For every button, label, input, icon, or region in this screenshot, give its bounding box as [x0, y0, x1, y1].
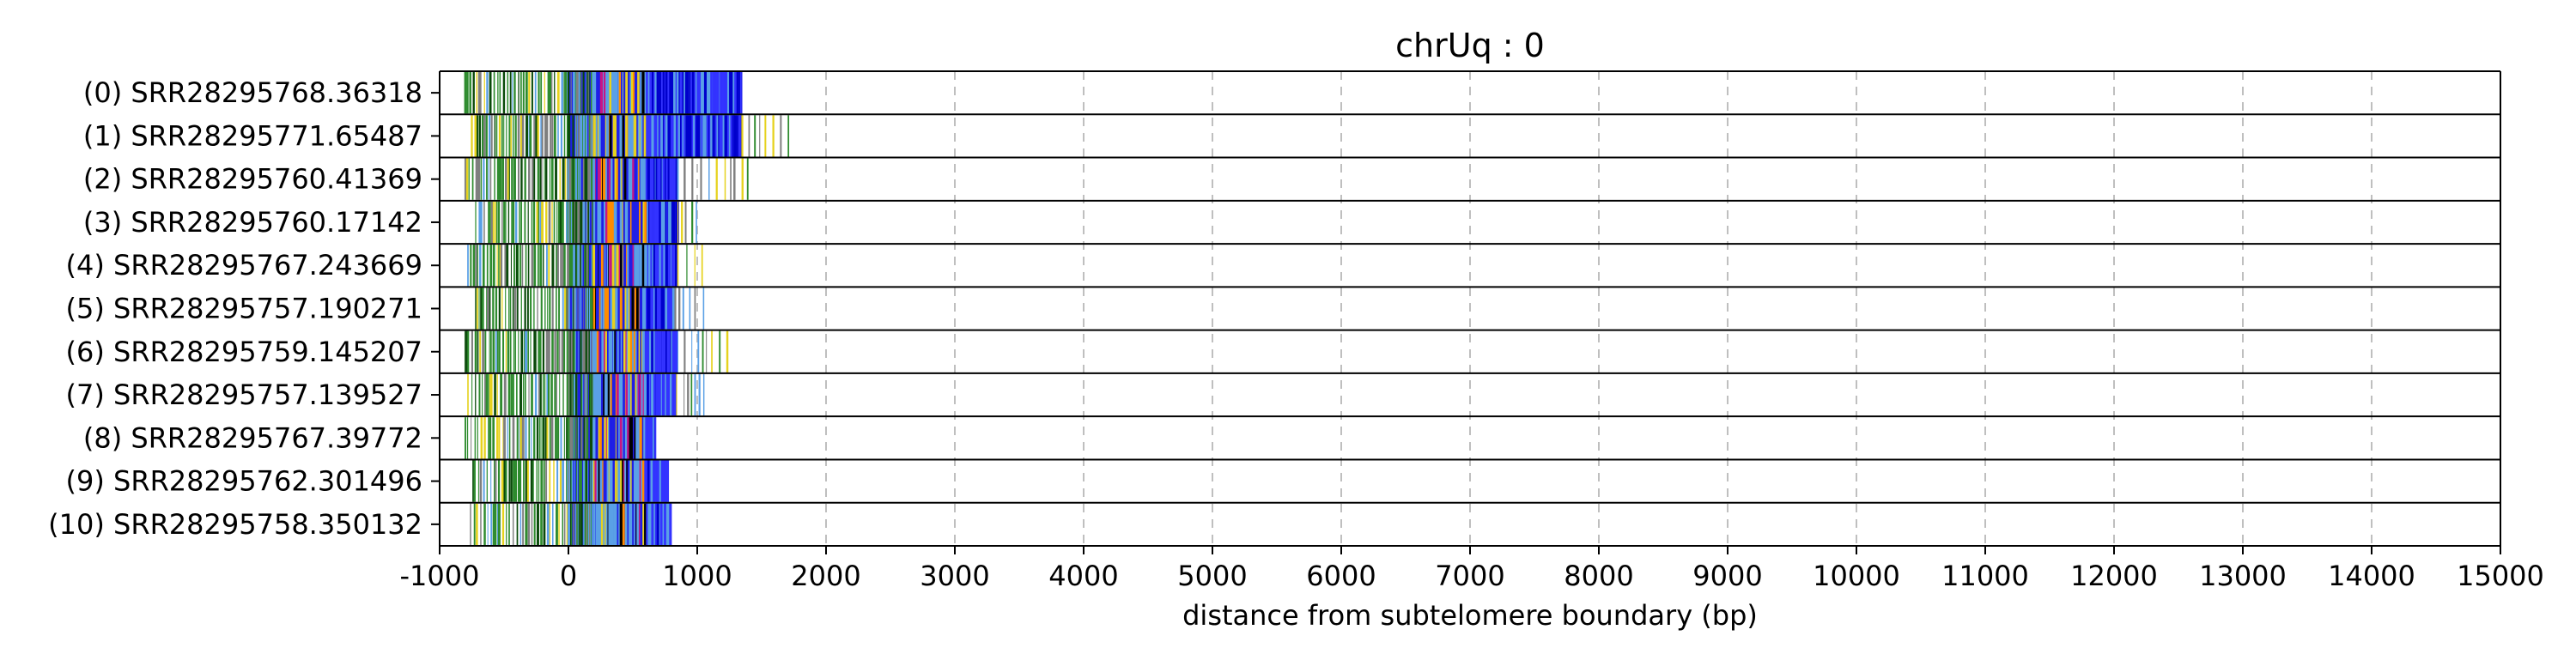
x-tick-label-0: -1000 — [400, 560, 480, 592]
read-label-7: (7) SRR28295757.139527 — [66, 378, 422, 411]
x-tick-label-15: 14000 — [2328, 560, 2415, 592]
x-tick-label-11: 10000 — [1813, 560, 1900, 592]
x-tick-label-4: 3000 — [920, 560, 989, 592]
read-track-7 — [467, 373, 705, 416]
read-label-10: (10) SRR28295758.350132 — [48, 508, 422, 541]
read-track-0 — [464, 72, 743, 114]
x-tick-label-9: 8000 — [1564, 560, 1633, 592]
x-tick-label-1: 0 — [560, 560, 577, 592]
x-tick-label-3: 2000 — [791, 560, 860, 592]
read-label-8: (8) SRR28295767.39772 — [83, 421, 422, 454]
x-tick-label-13: 12000 — [2070, 560, 2158, 592]
read-track-10 — [470, 503, 672, 545]
read-tracks — [439, 70, 2501, 547]
read-label-9: (9) SRR28295762.301496 — [66, 465, 422, 498]
x-tick-label-16: 15000 — [2457, 560, 2544, 592]
read-label-5: (5) SRR28295757.190271 — [66, 293, 422, 325]
read-label-4: (4) SRR28295767.243669 — [66, 249, 422, 282]
x-tick-label-14: 13000 — [2199, 560, 2287, 592]
read-track-1 — [471, 115, 790, 157]
read-track-5 — [475, 288, 705, 330]
x-tick-label-7: 6000 — [1306, 560, 1376, 592]
read-labels: (0) SRR28295768.36318 (1) SRR28295771.654… — [48, 76, 422, 541]
x-tick-label-2: 1000 — [662, 560, 732, 592]
read-label-0: (0) SRR28295768.36318 — [83, 76, 422, 109]
x-tick-label-6: 5000 — [1177, 560, 1247, 592]
x-tick-label-12: 11000 — [1941, 560, 2029, 592]
read-label-3: (3) SRR28295760.17142 — [83, 206, 422, 239]
grid-lines — [568, 71, 2372, 546]
read-label-2: (2) SRR28295760.41369 — [83, 163, 422, 196]
x-tick-label-5: 4000 — [1048, 560, 1118, 592]
x-axis-label: distance from subtelomere boundary (bp) — [1182, 599, 1758, 632]
x-tick-label-10: 9000 — [1692, 560, 1762, 592]
read-track-3 — [475, 201, 697, 244]
read-track-6 — [465, 330, 729, 372]
read-label-1: (1) SRR28295771.65487 — [83, 119, 422, 152]
read-track-8 — [465, 417, 657, 459]
x-tick-label-8: 7000 — [1435, 560, 1504, 592]
read-track-9 — [472, 460, 670, 502]
read-label-6: (6) SRR28295759.145207 — [66, 336, 422, 368]
read-track-4 — [467, 245, 703, 287]
x-axis-ticks: -1000 0 1000 2000 3000 4000 5000 6000 7000 8000 90… — [400, 92, 2544, 592]
read-track-2 — [464, 158, 749, 200]
chart-title: chrUq : 0 — [1395, 27, 1545, 64]
